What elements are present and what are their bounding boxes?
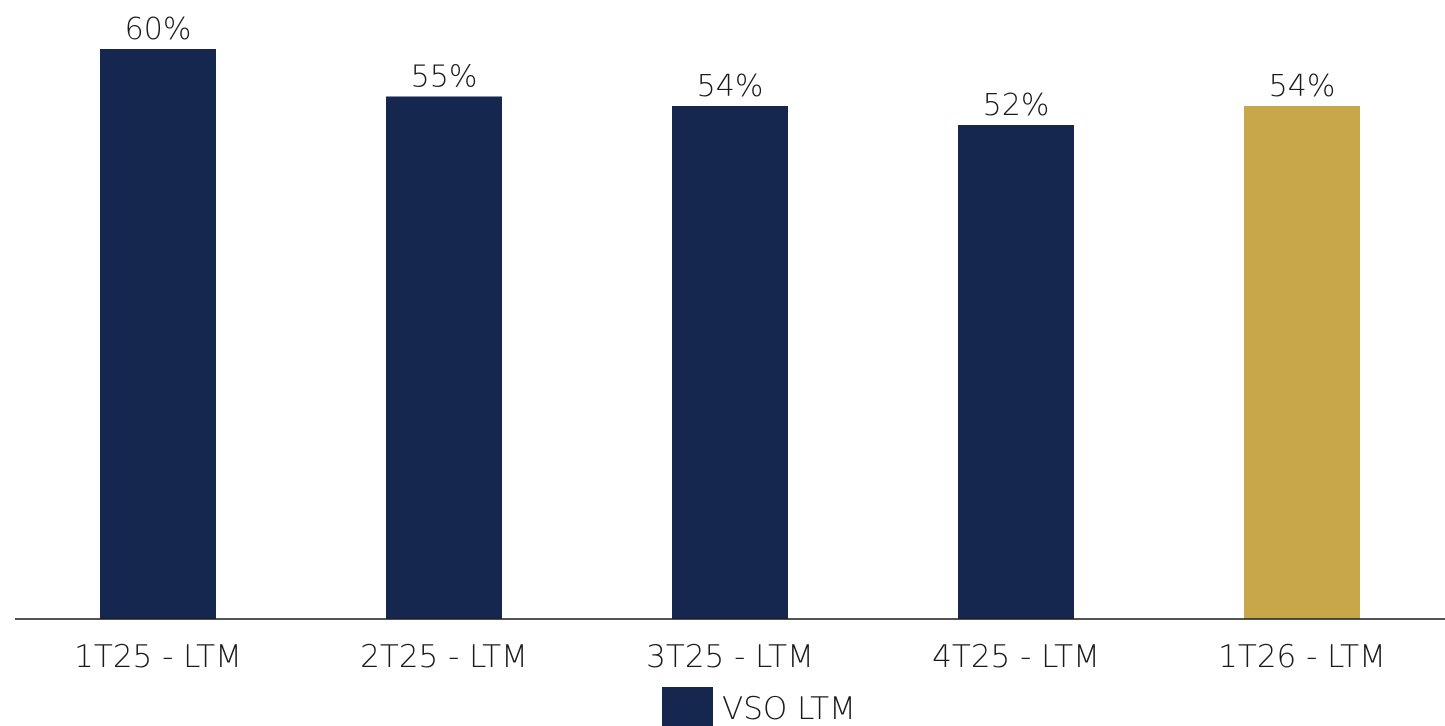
x-tick-label: 4T25 - LTM xyxy=(932,639,1100,675)
data-label: 55% xyxy=(411,60,478,95)
legend-label: VSO LTM xyxy=(722,691,856,726)
x-tick-label: 1T25 - LTM xyxy=(74,639,242,675)
legend-swatch xyxy=(662,687,713,726)
x-tick-label: 2T25 - LTM xyxy=(360,639,528,675)
legend: VSO LTM xyxy=(662,687,856,726)
bar-2t25-ltm xyxy=(386,96,502,619)
bar-4t25-ltm xyxy=(958,125,1074,619)
data-label: 52% xyxy=(983,88,1050,123)
data-label: 54% xyxy=(697,69,764,104)
x-tick-labels-layer: 1T25 - LTM 2T25 - LTM 3T25 - LTM 4T25 - LTM… xyxy=(74,639,1386,675)
data-labels-layer: 60% 55% 54% 52% 54% xyxy=(125,12,1336,123)
data-label: 60% xyxy=(125,12,192,47)
bar-1t26-ltm xyxy=(1244,106,1360,619)
bar-1t25-ltm xyxy=(100,49,216,619)
bars-layer xyxy=(100,49,1360,619)
data-label: 54% xyxy=(1269,69,1336,104)
x-tick-label: 3T25 - LTM xyxy=(646,639,814,675)
bar-3t25-ltm xyxy=(672,106,788,619)
x-tick-label: 1T26 - LTM xyxy=(1218,639,1386,675)
